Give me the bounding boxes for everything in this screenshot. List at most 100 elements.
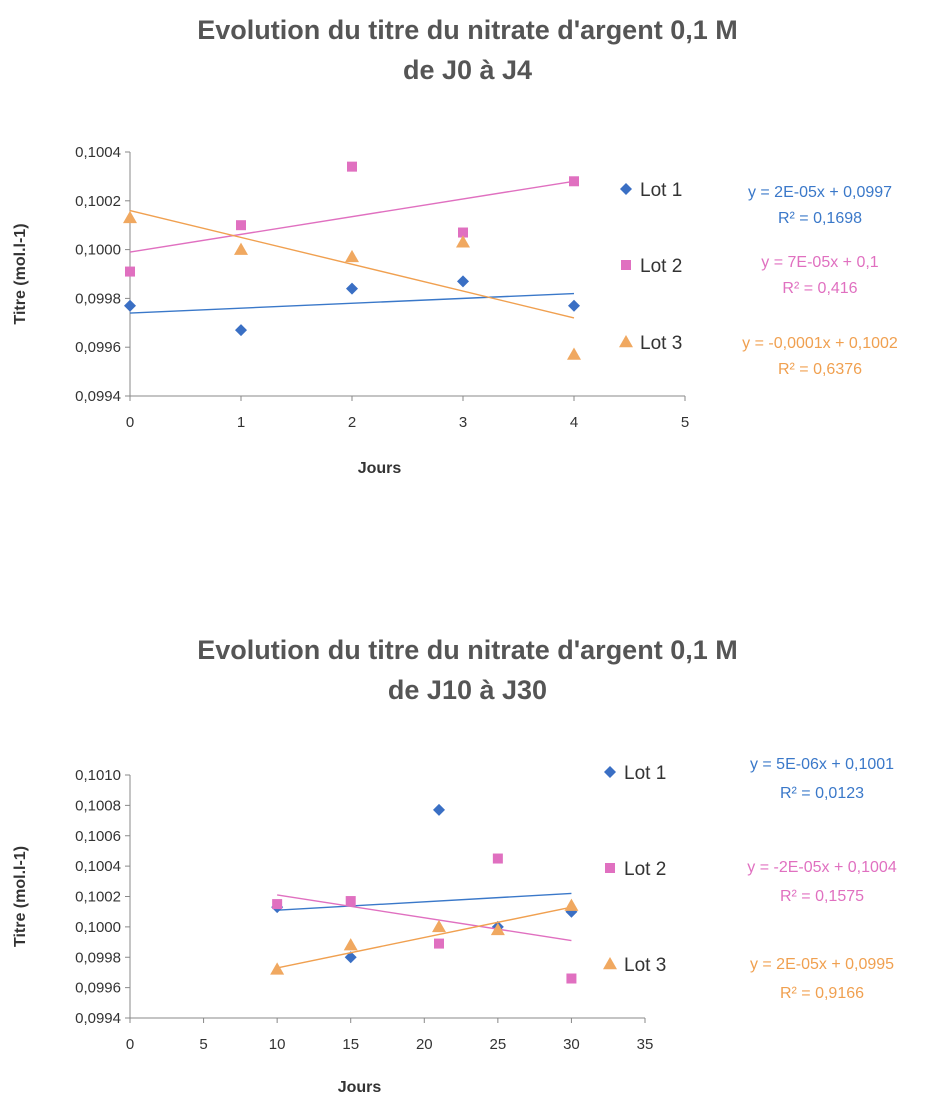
chart-1-y-tick-label: 0,1000: [75, 242, 121, 259]
chart-1-x-tick-label: 4: [570, 414, 578, 431]
chart-2-y-tick-label: 0,1002: [75, 889, 121, 906]
chart-1-series-2-point: [569, 176, 579, 187]
chart-1-series-2-equation: y = 7E-05x + 0,1: [761, 254, 879, 271]
chart-2-x-tick-label: 30: [563, 1036, 580, 1053]
chart-2-series-3-legend-label: Lot 3: [624, 955, 666, 976]
chart-1-series-2-trendline: [129, 180, 575, 253]
chart-1-x-tick-label: 3: [459, 414, 467, 431]
chart-2-x-tick-label: 10: [269, 1036, 286, 1053]
chart-2-y-tick-label: 0,1008: [75, 797, 121, 814]
chart-1-series-1-legend-label: Lot 1: [640, 180, 682, 201]
chart-1-y-tick-label: 0,0994: [75, 388, 121, 405]
chart-1-x-tick-label: 0: [126, 414, 134, 431]
chart-1-series-3-r-squared: R² = 0,6376: [778, 361, 862, 378]
chart-2-y-tick-label: 0,0998: [75, 949, 121, 966]
chart-1-series-3-point: [567, 347, 581, 360]
chart-2-plot: 0,0994 0,0996 0,0998 0,1000 0,1002 0,1004 0,10…: [12, 756, 897, 1096]
chart-2-title: Evolution du titre du nitrate d'argent 0…: [0, 630, 935, 710]
chart-1-series-1-point: [235, 324, 247, 337]
chart-1: Evolution du titre du nitrate d'argent 0…: [0, 0, 935, 500]
chart-1-series-1-point: [124, 299, 136, 312]
chart-2-series-3-point: [490, 922, 505, 936]
chart-1-y-tick-label: 0,1002: [75, 193, 121, 210]
chart-1-series-3-point: [345, 249, 359, 263]
chart-1-title-line-1: Evolution du titre du nitrate d'argent 0…: [197, 15, 738, 45]
chart-2-series-1-trendline: [277, 892, 572, 911]
chart-1-x-tick-label: 1: [237, 414, 245, 431]
chart-1-series-2-point: [236, 220, 246, 231]
chart-2-series-2-legend-marker: [605, 863, 615, 873]
chart-2-y-tick-label: 0,1010: [75, 767, 121, 784]
chart-1-series-2-legend-label: Lot 2: [640, 256, 682, 277]
chart-2-series-3-point: [432, 919, 446, 933]
chart-2-series-3-equation: y = 2E-05x + 0,0995: [750, 956, 894, 973]
chart-2-series-2-point: [566, 973, 577, 984]
chart-2-series-2-point: [434, 938, 444, 949]
chart-2-y-tick-label: 0,1004: [75, 858, 121, 875]
chart-2-series-2-equation: y = -2E-05x + 0,1004: [747, 859, 897, 876]
chart-1-title: Evolution du titre du nitrate d'argent 0…: [0, 10, 935, 90]
chart-1-y-tick-label: 0,0998: [75, 290, 121, 307]
chart-1-series-2-r-squared: R² = 0,416: [782, 280, 857, 297]
chart-1-y-tick-label: 0,1004: [75, 144, 121, 161]
chart-1-series-1-r-squared: R² = 0,1698: [778, 210, 862, 227]
chart-1-series-3-point: [123, 210, 137, 224]
chart-2-series-1-legend-marker: [604, 766, 616, 778]
chart-1-y-tick-label: 0,0996: [75, 339, 121, 356]
chart-1-series-2-point: [125, 266, 135, 277]
chart-2-series-2-legend-label: Lot 2: [624, 859, 666, 880]
chart-2-series-2-r-squared: R² = 0,1575: [780, 888, 864, 905]
chart-2-x-tick-label: 20: [416, 1036, 433, 1053]
chart-1-series-1-trendline: [129, 292, 575, 314]
chart-1-series-1-point: [457, 275, 469, 288]
chart-2-x-tick-label: 15: [342, 1036, 359, 1053]
chart-1-series-3-trendline: [129, 209, 575, 319]
chart-1-title-line-2: de J0 à J4: [402, 55, 533, 85]
chart-1-series-3-equation: y = -0,0001x + 0,1002: [742, 335, 898, 352]
chart-2-x-tick-label: 5: [199, 1036, 207, 1053]
chart-2-y-tick-label: 0,0996: [75, 980, 121, 997]
chart-2-y-tick-label: 0,0994: [75, 1010, 121, 1027]
chart-1-series-1-point: [568, 299, 580, 312]
chart-1-series-1-equation: y = 2E-05x + 0,0997: [748, 184, 892, 201]
chart-2-series-3-point: [564, 898, 579, 911]
chart-1-series-2-point: [347, 161, 357, 172]
chart-2-series-1-point: [433, 803, 445, 816]
chart-1-series-1-legend-marker: [620, 183, 632, 195]
chart-2-series-3-point: [343, 938, 358, 951]
chart-1-x-tick-label: 5: [681, 414, 689, 431]
chart-1-x-axis-label: Jours: [358, 460, 402, 477]
chart-2-x-tick-label: 0: [126, 1036, 134, 1053]
chart-2-series-1-r-squared: R² = 0,0123: [780, 785, 864, 802]
chart-2-series-1-equation: y = 5E-06x + 0,1001: [750, 756, 894, 773]
chart-1-y-axis-label: Titre (mol.l-1): [12, 223, 29, 324]
chart-2-series-2-point: [345, 896, 356, 907]
chart-2-series-2-point: [492, 853, 503, 864]
chart-2-x-tick-label: 25: [490, 1036, 507, 1053]
chart-2-title-line-1: Evolution du titre du nitrate d'argent 0…: [197, 635, 738, 665]
chart-1-series-3-legend-marker: [619, 335, 633, 348]
chart-2-series-3-legend-marker: [603, 957, 617, 970]
chart-2-x-axis-label: Jours: [338, 1079, 382, 1096]
chart-2-series-3-trendline: [277, 906, 572, 969]
chart-2-y-axis-label: Titre (mol.l-1): [12, 846, 29, 947]
chart-1-series-2-point: [458, 227, 468, 238]
chart-1-series-3-legend-label: Lot 3: [640, 333, 682, 354]
chart-1-plot: 0,0994 0,0996 0,0998 0,1000 0,1002 0,1004 0 1 2 3…: [12, 144, 898, 477]
chart-2-series-2-trendline: [277, 894, 572, 942]
chart-1-series-1-point: [346, 282, 358, 295]
chart-2: Evolution du titre du nitrate d'argent 0…: [0, 620, 935, 1101]
chart-1-x-tick-label: 2: [348, 414, 356, 431]
chart-2-series-1-legend-label: Lot 1: [624, 763, 666, 784]
chart-2-title-line-2: de J10 à J30: [387, 675, 548, 705]
chart-2-y-tick-label: 0,1006: [75, 828, 121, 845]
chart-1-series-3-point: [456, 235, 470, 248]
chart-2-series-2-point: [272, 899, 283, 910]
chart-2-x-tick-label: 35: [637, 1036, 654, 1053]
chart-2-series-3-point: [270, 962, 285, 975]
chart-1-series-2-legend-marker: [621, 260, 631, 270]
chart-2-series-1-point: [344, 951, 357, 964]
chart-1-series-3-point: [234, 242, 248, 255]
chart-2-y-tick-label: 0,1000: [75, 919, 121, 936]
chart-2-series-3-r-squared: R² = 0,9166: [780, 985, 864, 1002]
